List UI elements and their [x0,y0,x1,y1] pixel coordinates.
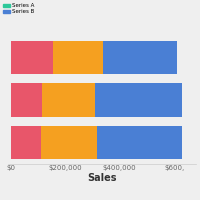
Bar [11,126,41,159]
Bar [41,126,97,159]
Bar [42,83,95,117]
Legend: Series A, Series B: Series A, Series B [3,3,35,15]
Bar [97,126,182,159]
Bar [103,41,177,74]
Bar [95,83,182,117]
Bar [11,41,53,74]
X-axis label: Sales: Sales [87,173,117,183]
Bar [11,83,42,117]
Bar [53,41,103,74]
